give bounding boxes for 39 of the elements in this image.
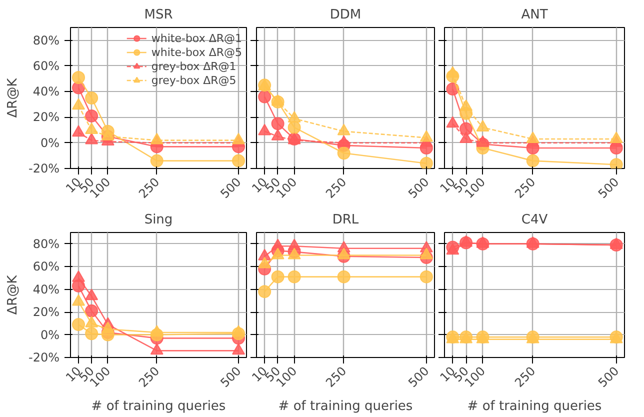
y-tick-label: 40% bbox=[32, 84, 60, 99]
x-tick-label: 250 bbox=[512, 364, 538, 390]
y-tick-label: 40% bbox=[32, 282, 60, 296]
x-axis-title: # of training queries bbox=[467, 399, 602, 414]
x-tick-label: 500 bbox=[218, 364, 244, 390]
y-tick-label: 20% bbox=[32, 305, 60, 320]
y-axis-title: ΔR@K bbox=[6, 78, 20, 118]
y-tick-label: 60% bbox=[32, 260, 60, 274]
y-tick-label: 20% bbox=[32, 110, 60, 124]
x-axis-title: # of training queries bbox=[91, 399, 226, 414]
legend-label: white-box ΔR@5 bbox=[151, 45, 242, 59]
y-axis-title: ΔR@K bbox=[6, 274, 20, 315]
x-tick-label: 500 bbox=[596, 364, 622, 390]
x-tick-label: 250 bbox=[136, 364, 162, 390]
chart-title: C4V bbox=[521, 212, 548, 228]
x-tick-label: 250 bbox=[323, 364, 350, 390]
legend-label: white-box ΔR@1 bbox=[151, 31, 242, 45]
x-axis-title: # of training queries bbox=[278, 399, 413, 414]
y-tick-label: 0% bbox=[40, 328, 60, 342]
x-tick-label: 500 bbox=[596, 174, 622, 201]
x-tick-label: 250 bbox=[323, 174, 350, 201]
x-tick-label: 500 bbox=[406, 364, 432, 390]
x-tick-label: 250 bbox=[512, 174, 538, 201]
y-tick-label: -20% bbox=[28, 162, 60, 176]
chart-title: DDM bbox=[330, 8, 362, 22]
chart-title: ANT bbox=[521, 8, 548, 22]
y-tick-label: 80% bbox=[32, 236, 60, 251]
legend-label: grey-box ΔR@5 bbox=[151, 73, 236, 87]
y-tick-label: 60% bbox=[32, 58, 60, 73]
x-tick-label: 500 bbox=[406, 174, 432, 201]
y-tick-label: 0% bbox=[40, 136, 60, 150]
y-tick-label: 80% bbox=[32, 33, 60, 48]
chart-title: DRL bbox=[332, 212, 360, 228]
y-tick-label: -20% bbox=[28, 350, 60, 364]
x-tick-label: 250 bbox=[136, 174, 162, 201]
chart-title: Sing bbox=[144, 212, 173, 228]
legend-label: grey-box ΔR@1 bbox=[151, 59, 236, 73]
chart-title: MSR bbox=[144, 8, 173, 22]
x-tick-label: 500 bbox=[218, 174, 244, 201]
